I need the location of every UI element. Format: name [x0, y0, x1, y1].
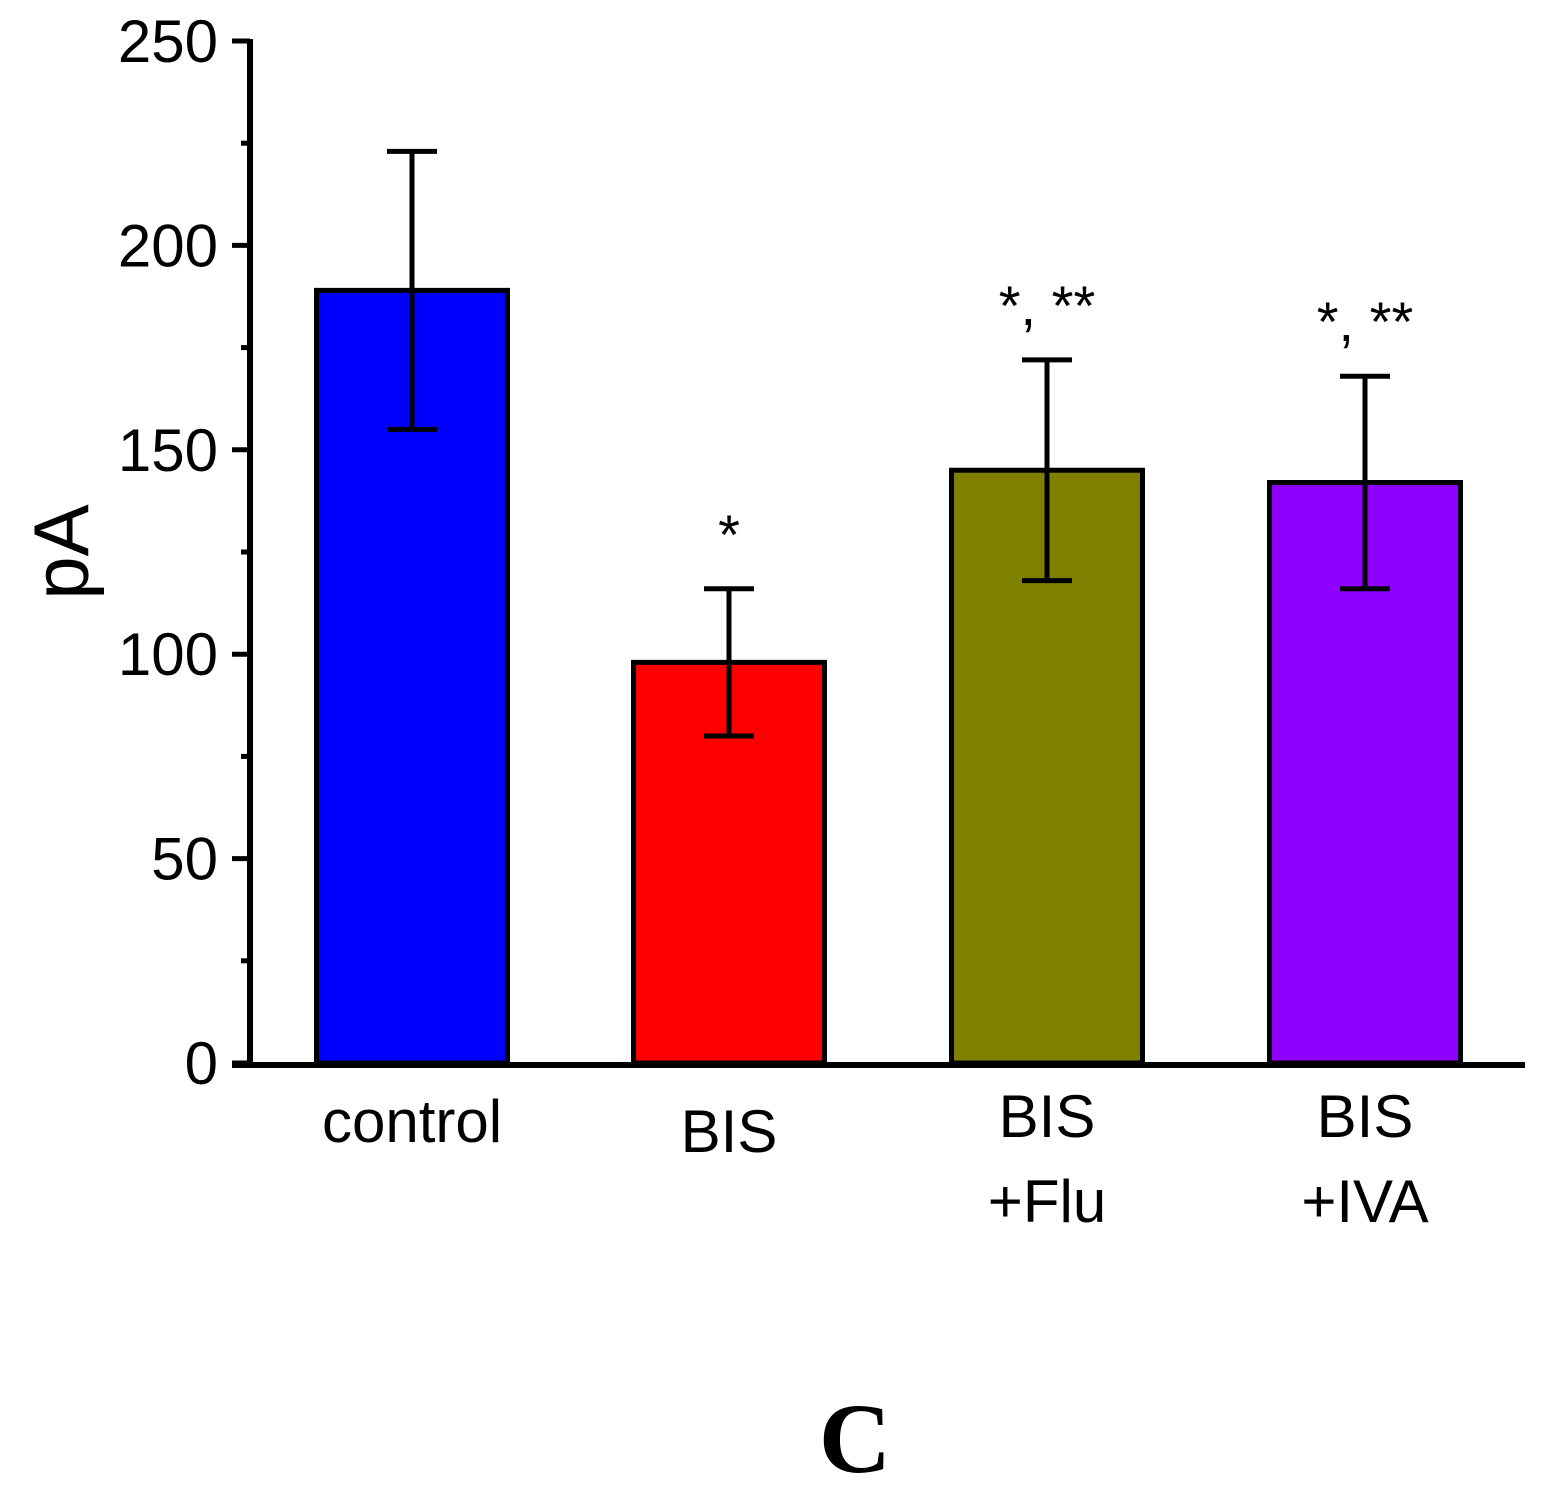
- y-tick-label: 200: [118, 212, 218, 279]
- x-category-label: BIS: [681, 1098, 778, 1165]
- y-axis-title: pA: [17, 504, 105, 599]
- x-category-label: BIS: [1317, 1083, 1414, 1150]
- significance-annotation: *, **: [999, 274, 1096, 337]
- y-tick-label: 100: [118, 621, 218, 688]
- y-tick-label: 0: [185, 1030, 218, 1097]
- y-tick-label: 150: [118, 417, 218, 484]
- x-category-label: BIS: [999, 1083, 1096, 1150]
- x-category-label: +Flu: [988, 1168, 1106, 1235]
- y-tick-label: 250: [118, 8, 218, 75]
- error-bars-layer: [387, 148, 1390, 739]
- axes-layer: [232, 38, 1525, 1068]
- significance-annotation: *, **: [1317, 290, 1414, 353]
- x-category-label: control: [322, 1088, 502, 1155]
- bars-layer: [314, 287, 1463, 1066]
- panel-label: C: [819, 1383, 891, 1489]
- significance-annotation: *: [718, 503, 740, 566]
- labels-layer: 0 50 100 150 200 250 control BIS BIS +Flu BIS +IVA *…: [118, 8, 1429, 1235]
- bar-4: [1267, 480, 1463, 1066]
- x-category-label: +IVA: [1301, 1168, 1428, 1235]
- y-tick-label: 50: [151, 826, 218, 893]
